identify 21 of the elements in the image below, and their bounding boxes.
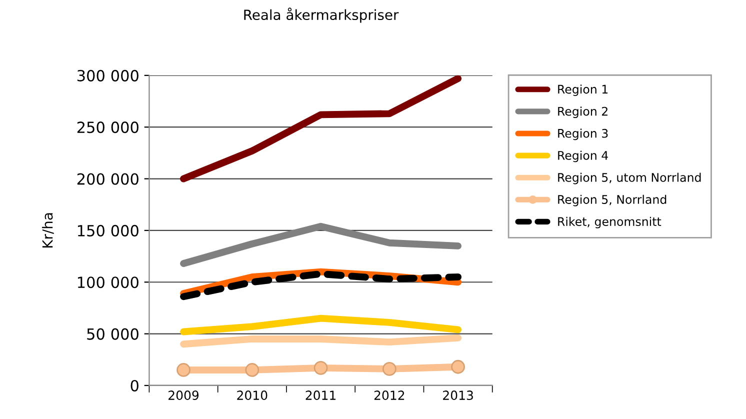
y-tick-label: 50 000 [87,328,138,340]
y-tick-label: 0 [130,380,138,392]
x-tick-label: 2013 [443,390,473,400]
legend-label: Region 5, utom Norrland [558,172,701,184]
chart-title: Reala åkermarkspriser [244,8,399,23]
legend-label: Region 3 [558,128,608,140]
x-tick-label: 2011 [306,390,336,400]
legend-label: Region 2 [558,106,608,118]
y-tick-label: 250 000 [77,122,138,134]
y-tick-label: 150 000 [78,224,138,236]
y-axis-title: Kr/ha [42,213,54,248]
y-tick-label: 300 000 [77,70,138,82]
legend-label: Region 4 [558,150,608,162]
x-tick-label: 2010 [237,390,268,400]
legend-label: Region 5, Norrland [558,194,666,206]
legend-label: Region 1 [558,84,608,96]
y-tick-label: 100 000 [78,276,138,288]
legend-label: Riket, genomsnitt [558,216,662,228]
x-tick-label: 2012 [374,390,404,400]
x-tick-label: 2009 [168,390,199,400]
y-tick-label: 200 000 [77,173,138,185]
